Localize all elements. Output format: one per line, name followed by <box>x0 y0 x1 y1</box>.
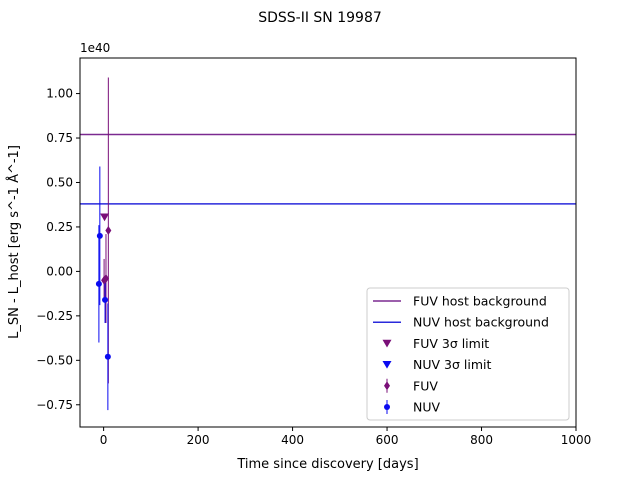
legend-label-0: FUV host background <box>413 294 547 309</box>
point-fuv-2 <box>101 275 108 285</box>
point-nuv-0 <box>96 232 103 239</box>
point-fuv-0 <box>105 225 112 235</box>
y-tick-label-0: −0.75 <box>36 398 73 412</box>
legend-handle-4 <box>384 381 390 391</box>
legend-label-1: NUV host background <box>413 315 549 330</box>
y-tick-label-4: 0.25 <box>46 220 73 234</box>
legend: FUV host background NUV host background FU… <box>366 287 570 421</box>
chart-title: SDSS-II SN 19987 <box>258 10 382 26</box>
point-nuv-3 <box>104 353 111 360</box>
legend-label-3: NUV 3σ limit <box>413 357 491 372</box>
point-nuv-1 <box>95 280 102 287</box>
axes: 0 200 400 600 800 1000 −0.75 −0.50 −0.25 0.00 0.25… <box>36 57 592 447</box>
y-tick-label-3: 0.00 <box>46 264 73 278</box>
legend-label-5: NUV <box>413 400 440 415</box>
legend-label-4: FUV <box>413 378 438 393</box>
y-tick-label-7: 1.00 <box>46 87 73 101</box>
point-nuv-2 <box>102 296 109 303</box>
legend-handle-3 <box>382 361 392 369</box>
legend-handle-2 <box>382 339 392 348</box>
legend-box <box>366 287 570 421</box>
y-tick-label-5: 0.50 <box>46 175 73 189</box>
y-tick-label-2: −0.25 <box>36 309 73 323</box>
legend-label-2: FUV 3σ limit <box>413 336 489 351</box>
y-tick-label-6: 0.75 <box>46 131 73 145</box>
x-tick-label-3: 600 <box>376 433 399 447</box>
x-tick-label-4: 800 <box>470 433 493 447</box>
y-offset-label: 1e40 <box>80 41 110 55</box>
y-tick-label-1: −0.50 <box>36 353 73 367</box>
plot-area <box>80 77 576 411</box>
x-tick-label-5: 1000 <box>561 433 592 447</box>
x-axis-label: Time since discovery [days] <box>236 457 418 472</box>
x-tick-label-2: 400 <box>281 433 304 447</box>
limit-marker-0-0 <box>100 213 110 222</box>
x-tick-label-0: 0 <box>100 433 108 447</box>
legend-handle-5 <box>384 404 390 410</box>
x-tick-label-1: 200 <box>187 433 210 447</box>
axes-frame <box>79 57 577 428</box>
y-axis-label: L_SN - L_host [erg s^-1 Å^-1] <box>6 145 22 339</box>
